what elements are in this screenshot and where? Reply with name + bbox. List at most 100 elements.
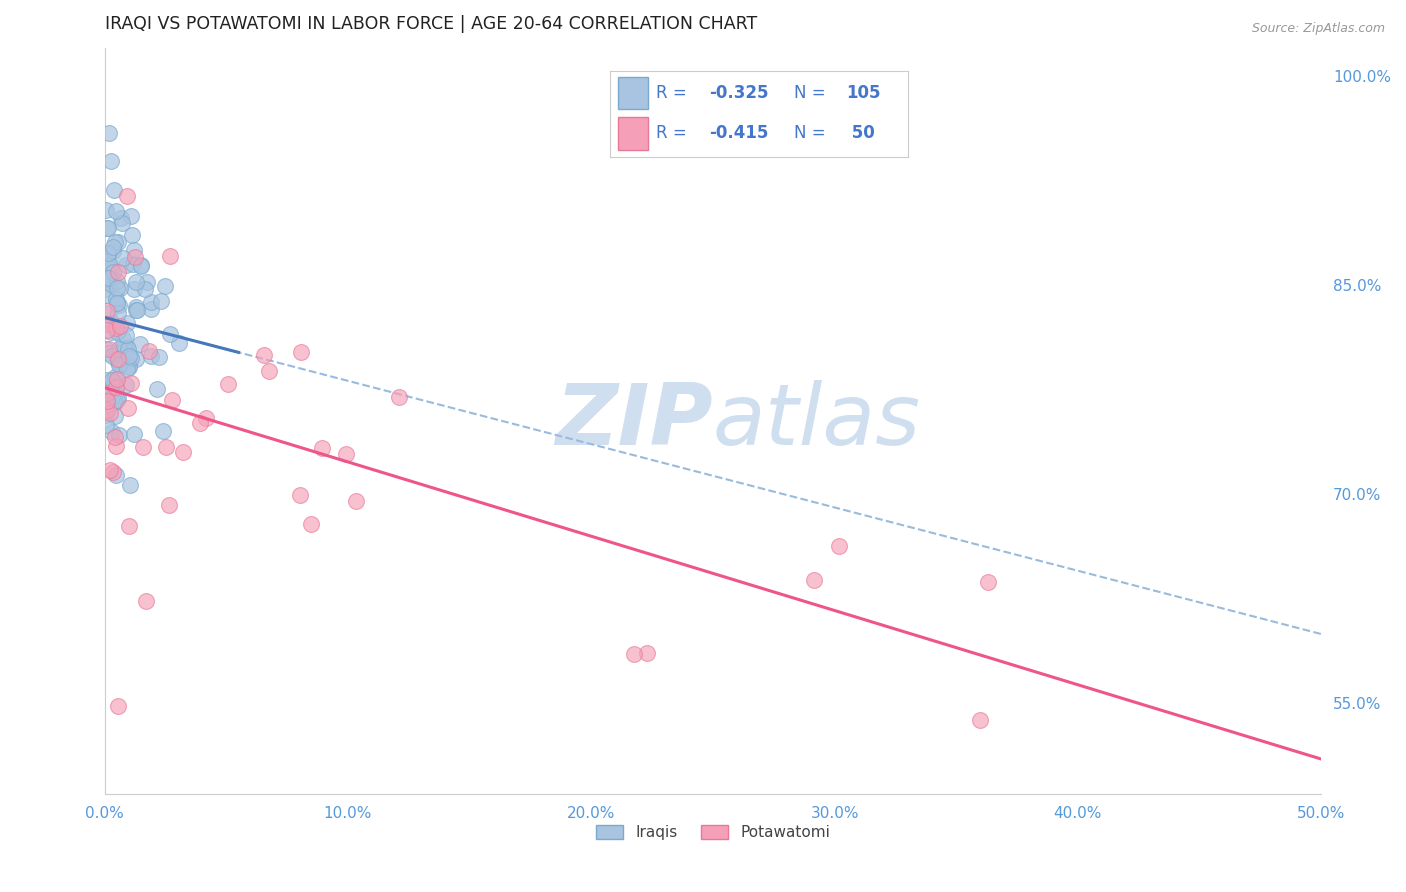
Point [117, 342, 139, 356]
Point [141, 302, 163, 317]
Point [157, 498, 180, 512]
Point [101, 391, 124, 405]
Point [105, 321, 128, 335]
Point [101, 465, 124, 479]
Point [124, 250, 146, 264]
Point [125, 276, 148, 290]
Point [105, 292, 128, 306]
Text: atlas: atlas [713, 380, 921, 463]
Point [969, 713, 991, 727]
Point [107, 235, 129, 250]
Point [803, 573, 825, 587]
Point [103, 375, 125, 389]
Point [122, 426, 145, 441]
Point [100, 262, 122, 277]
Point [107, 305, 129, 319]
Point [311, 442, 333, 456]
Point [124, 300, 146, 314]
Point [96, 373, 118, 387]
Point [134, 282, 156, 296]
Point [98, 406, 121, 420]
Point [105, 439, 128, 453]
Point [96, 393, 118, 408]
Point [105, 352, 128, 367]
Point [105, 275, 128, 289]
Point [100, 325, 122, 339]
Point [108, 428, 131, 442]
Point [98, 258, 121, 272]
Point [105, 296, 128, 310]
Point [108, 281, 131, 295]
Point [111, 332, 134, 346]
Legend: Iraqis, Potawatomi: Iraqis, Potawatomi [589, 819, 837, 846]
Point [172, 444, 194, 458]
Point [105, 392, 128, 407]
Point [257, 364, 280, 378]
Point [108, 298, 131, 312]
Point [96, 385, 118, 400]
Point [148, 350, 170, 364]
Point [108, 342, 131, 356]
Point [977, 575, 1000, 590]
Point [118, 359, 141, 373]
Point [115, 258, 138, 272]
Point [290, 345, 312, 359]
Point [97, 317, 120, 331]
Point [94, 408, 117, 422]
Point [253, 348, 276, 362]
Point [101, 316, 124, 330]
Point [100, 154, 122, 169]
Point [111, 216, 134, 230]
Point [107, 324, 129, 338]
Point [94, 398, 117, 412]
Point [136, 275, 159, 289]
Point [107, 391, 129, 405]
Point [104, 430, 127, 444]
Point [105, 380, 128, 394]
Point [94, 288, 117, 302]
Point [104, 385, 127, 400]
Point [96, 221, 118, 235]
Point [103, 183, 125, 197]
Point [152, 425, 174, 439]
Point [108, 358, 131, 372]
Point [97, 127, 120, 141]
Point [194, 411, 217, 425]
Point [96, 304, 118, 318]
Point [139, 349, 162, 363]
Point [122, 244, 145, 258]
Point [105, 325, 128, 339]
Point [150, 293, 173, 308]
Point [120, 376, 142, 390]
Point [94, 281, 117, 295]
Point [122, 282, 145, 296]
Point [96, 403, 118, 417]
Text: Source: ZipAtlas.com: Source: ZipAtlas.com [1251, 22, 1385, 36]
Point [159, 249, 181, 263]
Point [118, 478, 141, 492]
Point [110, 211, 132, 226]
Point [335, 447, 357, 461]
Point [132, 440, 155, 454]
Point [125, 303, 148, 318]
Point [101, 425, 124, 439]
Point [301, 517, 323, 532]
Point [112, 342, 135, 356]
Point [108, 358, 131, 372]
Point [160, 393, 183, 408]
Point [96, 323, 118, 337]
Point [217, 377, 239, 392]
Point [131, 258, 153, 272]
Point [107, 351, 129, 366]
Point [98, 346, 121, 360]
Text: IRAQI VS POTAWATOMI IN LABOR FORCE | AGE 20-64 CORRELATION CHART: IRAQI VS POTAWATOMI IN LABOR FORCE | AGE… [104, 15, 756, 33]
Point [111, 251, 134, 265]
Point [97, 245, 120, 260]
Point [159, 327, 181, 342]
Point [94, 343, 117, 357]
Point [103, 392, 125, 406]
Point [135, 594, 157, 608]
Point [155, 440, 177, 454]
Point [120, 351, 142, 365]
Point [101, 244, 124, 258]
